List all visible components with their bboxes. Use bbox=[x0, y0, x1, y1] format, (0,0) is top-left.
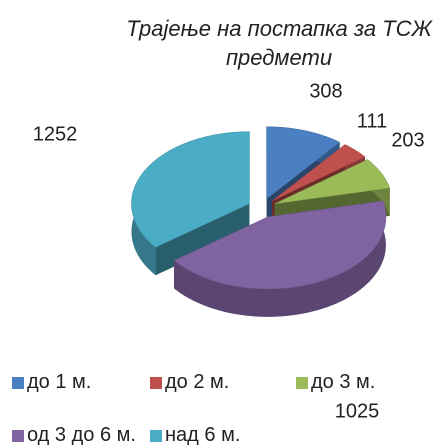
slice-top bbox=[274, 159, 391, 205]
slice-edge bbox=[155, 203, 250, 276]
slice-top bbox=[271, 144, 366, 202]
slice-top bbox=[131, 131, 250, 248]
legend-swatch bbox=[296, 376, 308, 389]
slice bbox=[173, 200, 387, 317]
legend-item: над 6 м. bbox=[150, 424, 240, 447]
legend-item: до 3 м. bbox=[296, 371, 375, 394]
data-label: 1025 bbox=[335, 400, 380, 422]
slice-top bbox=[173, 200, 387, 290]
legend-label: над 6 м. bbox=[165, 424, 241, 446]
legend-label: до 2 м. bbox=[165, 371, 230, 393]
legend-swatch bbox=[12, 376, 24, 389]
data-label: 111 bbox=[357, 110, 387, 132]
legend-item: од 3 до 6 м. bbox=[12, 424, 136, 447]
slice bbox=[131, 131, 250, 276]
legend-swatch bbox=[12, 429, 24, 442]
legend-label: до 3 м. bbox=[311, 371, 376, 393]
data-label: 203 bbox=[391, 129, 424, 151]
legend-item: до 2 м. bbox=[150, 371, 229, 394]
slice-top bbox=[266, 126, 341, 200]
data-label: 1252 bbox=[33, 123, 78, 145]
legend-item: до 1 м. bbox=[12, 371, 91, 394]
slice-side bbox=[174, 200, 386, 317]
chart-title: Трајење на постапка за ТСЖ предмети bbox=[126, 16, 432, 70]
legend-label: од 3 до 6 м. bbox=[27, 424, 136, 446]
legend-label: до 1 м. bbox=[27, 371, 92, 393]
legend-swatch bbox=[150, 429, 162, 442]
legend-swatch bbox=[150, 376, 162, 389]
data-label: 308 bbox=[309, 80, 342, 102]
